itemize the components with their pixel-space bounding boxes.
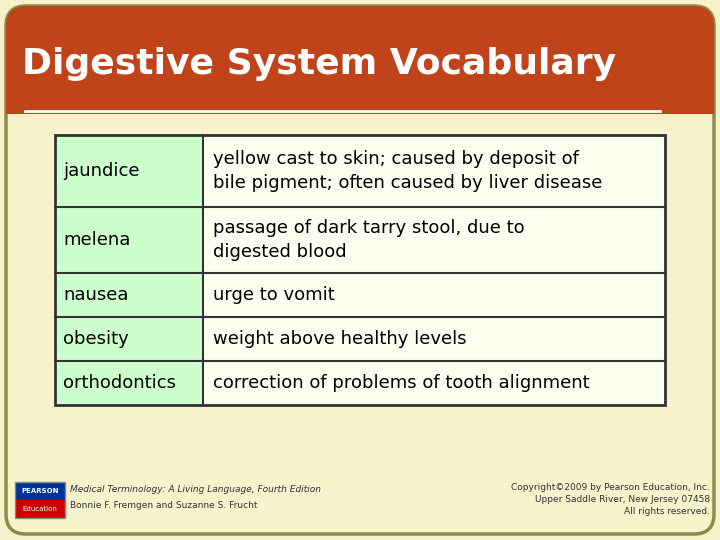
Bar bbox=[55, 317, 203, 361]
Bar bbox=[6, 86, 714, 114]
Text: Bonnie F. Fremgen and Suzanne S. Frucht: Bonnie F. Fremgen and Suzanne S. Frucht bbox=[70, 501, 258, 510]
Text: Upper Saddle River, New Jersey 07458: Upper Saddle River, New Jersey 07458 bbox=[535, 496, 710, 504]
Text: All rights reserved.: All rights reserved. bbox=[624, 508, 710, 516]
Bar bbox=[203, 361, 665, 405]
Text: orthodontics: orthodontics bbox=[63, 374, 176, 392]
Bar bbox=[55, 135, 203, 207]
Text: Education: Education bbox=[22, 506, 58, 512]
Text: weight above healthy levels: weight above healthy levels bbox=[213, 330, 467, 348]
Text: urge to vomit: urge to vomit bbox=[213, 286, 335, 304]
FancyBboxPatch shape bbox=[6, 6, 714, 534]
Bar bbox=[203, 273, 665, 317]
Text: passage of dark tarry stool, due to
digested blood: passage of dark tarry stool, due to dige… bbox=[213, 219, 525, 261]
Text: PEARSON: PEARSON bbox=[22, 488, 59, 494]
Bar bbox=[55, 361, 203, 405]
Text: Digestive System Vocabulary: Digestive System Vocabulary bbox=[22, 47, 616, 81]
Text: yellow cast to skin; caused by deposit of
bile pigment; often caused by liver di: yellow cast to skin; caused by deposit o… bbox=[213, 150, 603, 192]
Text: melena: melena bbox=[63, 231, 130, 249]
Bar bbox=[15, 500, 65, 518]
Bar bbox=[15, 482, 65, 500]
Bar bbox=[15, 482, 65, 518]
Bar bbox=[55, 207, 203, 273]
Text: obesity: obesity bbox=[63, 330, 129, 348]
Text: nausea: nausea bbox=[63, 286, 128, 304]
Text: correction of problems of tooth alignment: correction of problems of tooth alignmen… bbox=[213, 374, 590, 392]
FancyBboxPatch shape bbox=[6, 6, 714, 114]
Bar bbox=[203, 317, 665, 361]
Text: Copyright©2009 by Pearson Education, Inc.: Copyright©2009 by Pearson Education, Inc… bbox=[511, 483, 710, 492]
Text: Medical Terminology: A Living Language, Fourth Edition: Medical Terminology: A Living Language, … bbox=[70, 485, 321, 495]
Bar bbox=[203, 135, 665, 207]
Bar bbox=[55, 135, 665, 405]
Bar bbox=[203, 207, 665, 273]
Bar bbox=[55, 273, 203, 317]
Text: jaundice: jaundice bbox=[63, 162, 140, 180]
